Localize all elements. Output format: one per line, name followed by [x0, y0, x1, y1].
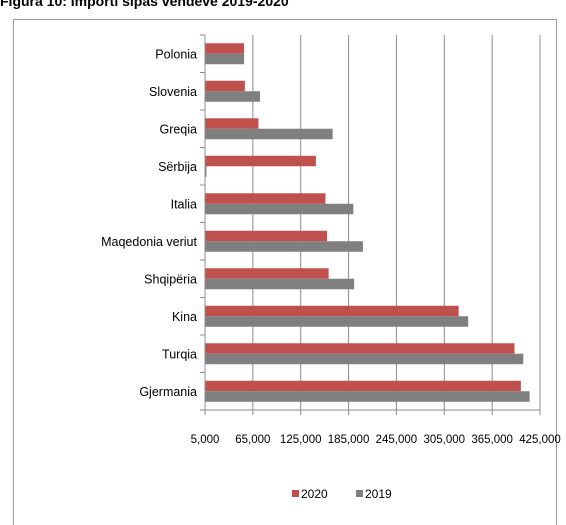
- bar-2019: [205, 53, 245, 65]
- bar-2019: [205, 316, 469, 327]
- x-tick-label: 305,000: [423, 434, 465, 446]
- x-tick-label: 425,000: [519, 434, 561, 446]
- bar-2019: [205, 241, 363, 252]
- bars: [205, 43, 530, 402]
- bar-2019: [205, 166, 207, 177]
- bar-2020: [205, 268, 329, 279]
- bar-2020: [205, 118, 259, 129]
- category-labels: Polonia Slovenia Greqia Sërbija Italia Maqedo…: [101, 47, 197, 399]
- x-tick-label: 125,000: [280, 434, 322, 446]
- x-tick-label: 245,000: [376, 434, 418, 446]
- category-label: Slovenia: [149, 85, 197, 99]
- category-label: Turqia: [162, 347, 197, 361]
- bar-2019: [205, 203, 354, 215]
- bar-2020: [205, 155, 316, 167]
- axes: [200, 34, 541, 415]
- legend-label-2019: 2019: [365, 487, 392, 501]
- x-tick-labels: 5,000 65,000 125,000 185,000 245,000 305,000 3…: [191, 434, 561, 446]
- category-label: Maqedonia veriut: [101, 235, 197, 249]
- x-tick-label: 5,000: [191, 434, 220, 446]
- bar-2020: [205, 43, 245, 54]
- bar-2020: [205, 230, 328, 242]
- legend-swatch-2019: [356, 490, 363, 497]
- bar-2019: [205, 278, 355, 290]
- bar-2020: [205, 305, 459, 317]
- category-label: Shqipëria: [144, 272, 197, 286]
- category-label: Kina: [172, 310, 197, 324]
- bar-2020: [205, 380, 521, 392]
- figure-title: Figura 10: Importi sipas vendeve 2019-20…: [0, 0, 289, 9]
- legend-swatch-2020: [292, 490, 299, 497]
- category-label: Sërbija: [158, 160, 197, 174]
- category-label: Italia: [171, 197, 197, 211]
- bar-2019: [205, 128, 333, 140]
- x-tick-label: 365,000: [471, 434, 513, 446]
- category-label: Greqia: [159, 122, 197, 136]
- x-tick-label: 65,000: [235, 434, 270, 446]
- bar-2020: [205, 343, 515, 354]
- bar-2019: [205, 391, 530, 402]
- bar-2020: [205, 80, 245, 92]
- bar-2019: [205, 91, 261, 102]
- legend: 2020 2019: [292, 487, 392, 501]
- bar-2020: [205, 193, 326, 204]
- x-tick-label: 185,000: [328, 434, 370, 446]
- chart-frame: [13, 19, 557, 525]
- category-label: Polonia: [155, 47, 197, 61]
- category-label: Gjermania: [139, 385, 197, 399]
- bar-2019: [205, 353, 524, 365]
- legend-label-2020: 2020: [301, 487, 328, 501]
